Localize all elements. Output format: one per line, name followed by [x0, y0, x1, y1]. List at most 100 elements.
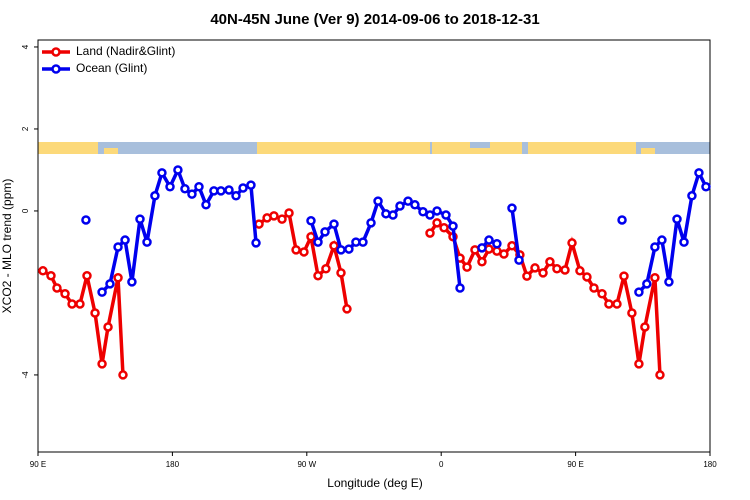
point	[679, 237, 689, 247]
point	[619, 271, 629, 281]
point	[567, 238, 577, 248]
point	[425, 210, 435, 220]
point	[425, 228, 435, 238]
point	[484, 235, 494, 245]
x-tick-label: 180	[166, 460, 180, 469]
x-axis-label: Longitude (deg E)	[327, 476, 422, 490]
point	[52, 283, 62, 293]
point	[672, 214, 682, 224]
point	[67, 299, 77, 309]
point	[90, 308, 100, 318]
point	[187, 189, 197, 199]
point	[231, 191, 241, 201]
point	[499, 249, 509, 259]
point	[650, 273, 660, 283]
point	[150, 191, 160, 201]
point	[284, 208, 294, 218]
point	[477, 243, 487, 253]
point	[640, 322, 650, 332]
point	[224, 185, 234, 195]
point	[173, 165, 183, 175]
legend-marker	[51, 64, 61, 74]
point	[142, 237, 152, 247]
y-tick-label: 2	[21, 126, 30, 131]
plot-frame	[37, 39, 711, 453]
series-line	[100, 165, 708, 294]
point	[103, 322, 113, 332]
point	[194, 182, 204, 192]
point	[81, 215, 91, 225]
point	[97, 287, 107, 297]
point	[38, 266, 48, 276]
point	[507, 241, 517, 251]
point	[120, 235, 130, 245]
point	[157, 168, 167, 178]
x-tick-label: 90 E	[567, 460, 583, 469]
point	[439, 223, 449, 233]
point	[552, 264, 562, 274]
point	[403, 196, 413, 206]
point	[604, 299, 614, 309]
point	[432, 218, 442, 228]
point	[395, 201, 405, 211]
point	[336, 245, 346, 255]
point	[492, 238, 502, 249]
point	[251, 238, 261, 248]
point	[344, 244, 354, 254]
point	[329, 241, 339, 251]
point	[60, 289, 70, 299]
point	[650, 242, 660, 252]
point	[701, 182, 711, 192]
x-tick-label: 180	[703, 460, 717, 469]
point	[589, 283, 599, 293]
x-tick-label: 90 E	[30, 460, 46, 469]
point	[299, 247, 309, 257]
point	[118, 370, 128, 380]
land-ocean-strip	[38, 142, 710, 154]
legend-label: Ocean (Glint)	[76, 61, 147, 75]
point	[657, 235, 667, 245]
point	[216, 186, 226, 196]
y-tick-label: 0	[21, 208, 30, 213]
legend-label: Land (Nadir&Glint)	[76, 44, 175, 58]
point	[46, 270, 56, 281]
point	[373, 196, 383, 206]
point	[634, 359, 644, 369]
point	[687, 191, 697, 201]
point	[664, 277, 674, 287]
point	[462, 262, 472, 272]
point	[507, 203, 517, 213]
point	[306, 216, 316, 226]
series-line	[42, 209, 662, 376]
point	[634, 287, 644, 297]
point	[254, 219, 264, 229]
point	[75, 299, 85, 309]
point	[694, 168, 704, 178]
point	[522, 271, 532, 281]
point	[358, 237, 368, 247]
point	[410, 200, 420, 210]
y-tick-label: 4	[21, 44, 30, 49]
point	[269, 211, 279, 221]
point	[655, 370, 665, 380]
legend-marker	[51, 47, 61, 57]
point	[560, 265, 570, 275]
x-tick-label: 90 W	[297, 460, 316, 469]
point	[597, 289, 607, 299]
point	[105, 279, 115, 289]
point	[313, 270, 323, 281]
point	[342, 304, 352, 314]
point	[612, 299, 622, 309]
point	[238, 183, 248, 193]
point	[113, 273, 123, 283]
point	[291, 245, 301, 255]
point	[455, 283, 465, 293]
point	[321, 264, 331, 274]
point	[313, 237, 323, 247]
point	[329, 219, 339, 229]
point	[97, 359, 107, 369]
point	[127, 277, 137, 287]
point	[82, 270, 92, 281]
point	[336, 268, 346, 278]
